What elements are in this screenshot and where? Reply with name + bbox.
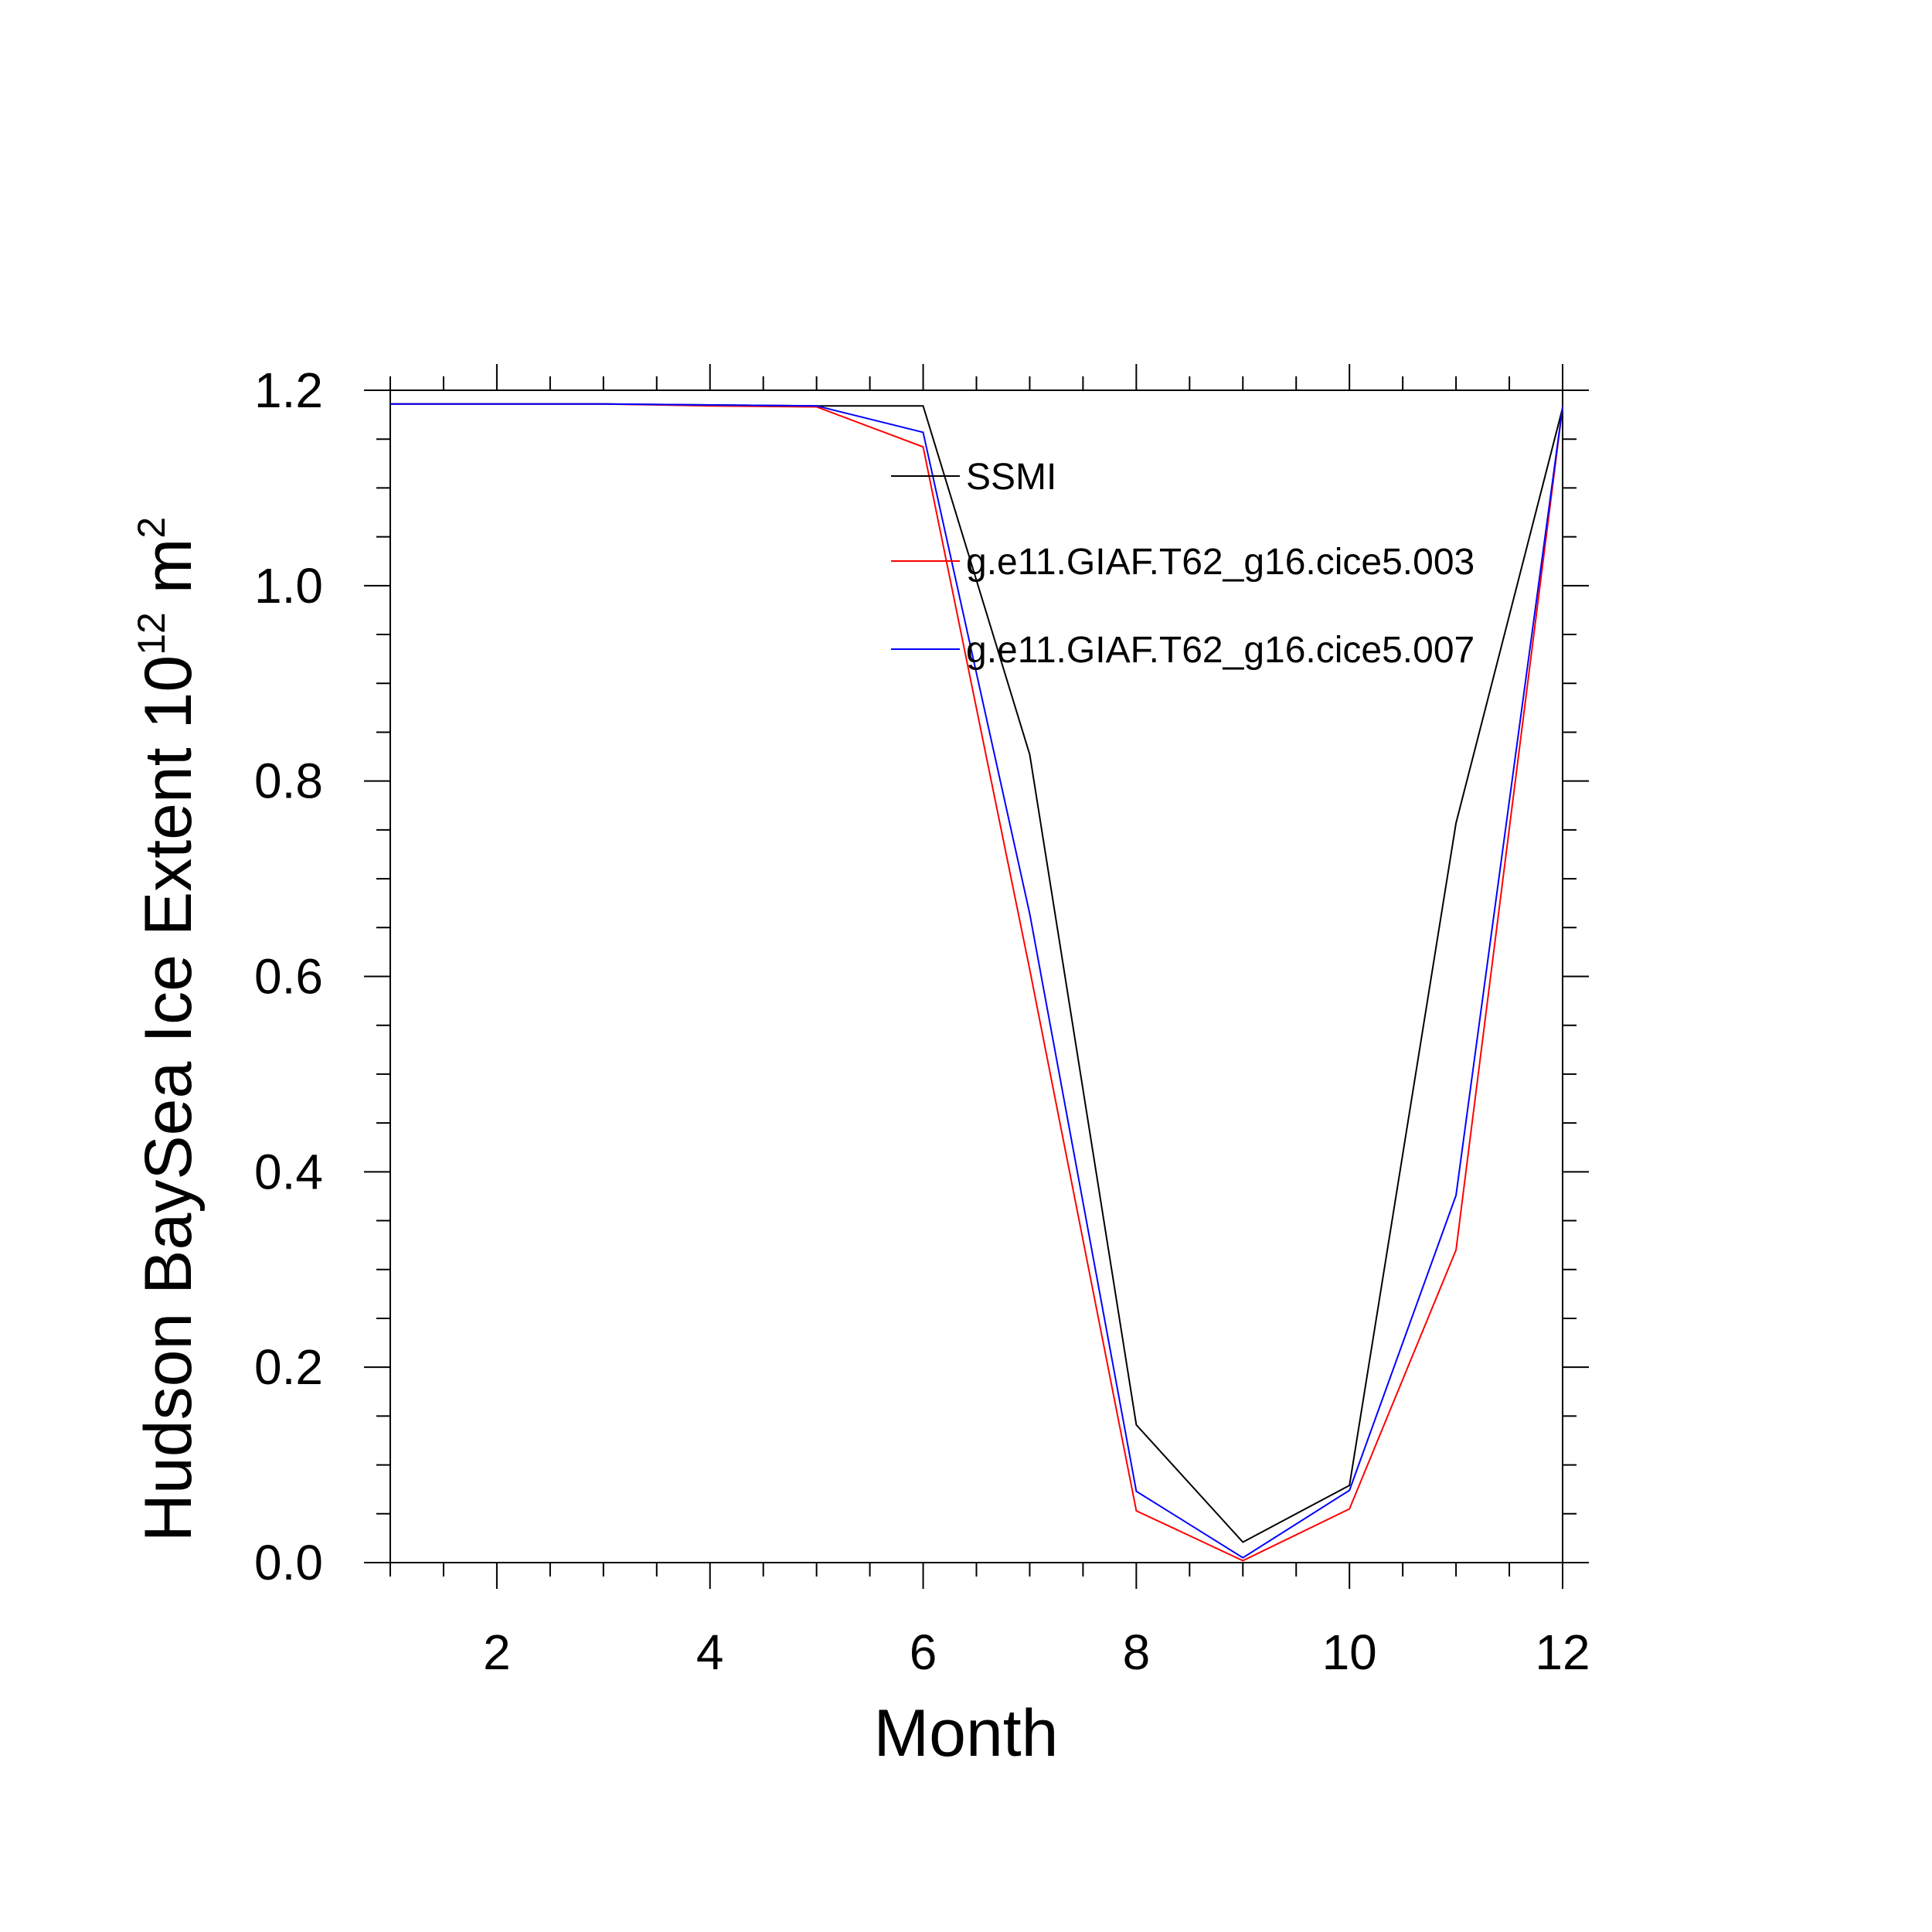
y-tick-label: 0.0 — [254, 1535, 323, 1590]
series-line-3 — [390, 403, 1563, 1559]
y-tick-labels: 0.0 0.2 0.4 0.6 0.8 1.0 1.2 — [254, 362, 323, 1590]
y-axis-title-unit-exponent: 2 — [130, 517, 173, 539]
x-axis-title: Month — [873, 1696, 1058, 1770]
y-tick-label: 1.0 — [254, 558, 323, 614]
x-tick-labels: 2 4 6 8 10 12 — [483, 1624, 1590, 1680]
y-tick-label: 0.2 — [254, 1339, 323, 1395]
y-tick-label: 0.8 — [254, 753, 323, 809]
legend-label: g.e11.GIAF.T62_g16.cice5.003 — [966, 542, 1475, 583]
x-tick-label: 8 — [1123, 1624, 1151, 1680]
x-tick-label: 6 — [910, 1624, 937, 1680]
data-series — [390, 403, 1563, 1562]
x-tick-label: 2 — [483, 1624, 511, 1680]
y-axis-title: Hudson BaySea Ice Extent 1012 m2 — [130, 517, 206, 1542]
y-axis-title-unit: m — [131, 539, 206, 613]
x-tick-label: 12 — [1535, 1624, 1590, 1680]
y-tick-label: 1.2 — [254, 362, 323, 418]
axis-ticks — [364, 364, 1589, 1589]
x-tick-label: 4 — [696, 1624, 724, 1680]
y-tick-label: 0.4 — [254, 1144, 323, 1199]
y-tick-label: 0.6 — [254, 949, 323, 1005]
x-tick-label: 10 — [1322, 1624, 1377, 1680]
legend-label: g.e11.GIAF.T62_g16.cice5.007 — [966, 630, 1475, 671]
legend-label: SSMI — [966, 457, 1056, 498]
legend: SSMI g.e11.GIAF.T62_g16.cice5.003 g.e11.GI… — [891, 457, 1475, 671]
y-axis-title-main: Hudson BaySea Ice Extent 10 — [131, 655, 206, 1542]
y-axis-title-exponent: 12 — [130, 612, 173, 655]
